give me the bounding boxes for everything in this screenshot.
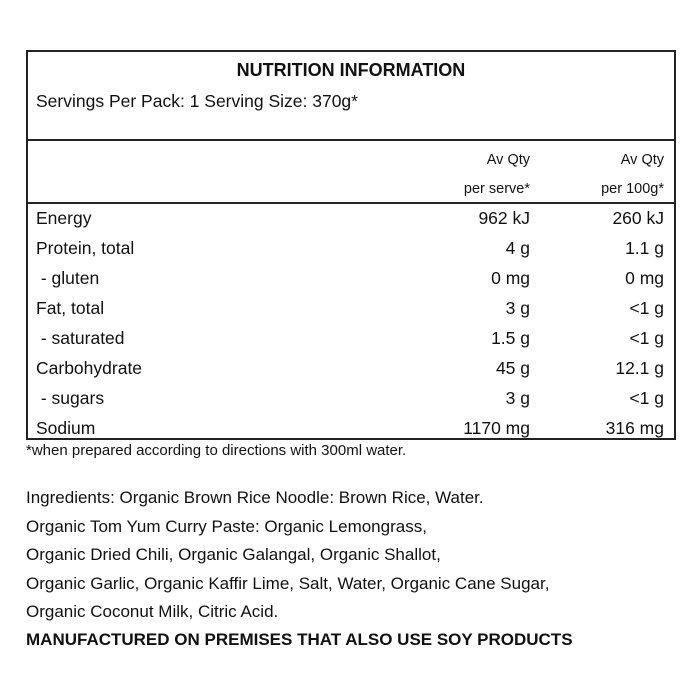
ingredients-line: Organic Garlic, Organic Kaffir Lime, Sal… (26, 574, 550, 593)
nutrient-label: - sugars (36, 388, 105, 408)
col-header-serve-2: per serve* (463, 181, 530, 197)
value-per-100g: <1 g (629, 328, 664, 348)
ingredients-line: Organic Dried Chili, Organic Galangal, O… (26, 545, 441, 564)
value-per-100g: 260 kJ (612, 208, 664, 228)
ingredients-line: Ingredients: Organic Brown Rice Noodle: … (26, 488, 484, 507)
nutrient-label: Sodium (36, 418, 96, 438)
value-per-100g: 316 mg (605, 418, 664, 438)
nutrition-panel: NUTRITION INFORMATION Servings Per Pack:… (26, 50, 676, 440)
col-header-100g-1: Av Qty (620, 152, 664, 168)
footnote: *when prepared according to directions w… (26, 442, 407, 459)
value-per-serve: 4 g (505, 238, 530, 258)
value-per-serve: 1.5 g (491, 328, 530, 348)
value-per-serve: 45 g (495, 358, 530, 378)
panel-title: NUTRITION INFORMATION (236, 60, 466, 80)
servings-info: Servings Per Pack: 1 Serving Size: 370g* (36, 91, 358, 111)
value-per-serve: 1170 mg (463, 418, 530, 438)
allergen-statement: MANUFACTURED ON PREMISES THAT ALSO USE S… (26, 630, 573, 649)
nutrient-label: - saturated (36, 328, 125, 348)
nutrient-label: Fat, total (36, 298, 105, 318)
ingredients-line: Organic Tom Yum Curry Paste: Organic Lem… (26, 517, 427, 536)
col-header-100g-2: per 100g* (601, 181, 664, 197)
value-per-serve: 3 g (505, 388, 530, 408)
value-per-100g: <1 g (629, 298, 664, 318)
value-per-serve: 0 mg (491, 268, 530, 288)
ingredients-line: Organic Coconut Milk, Citric Acid. (26, 602, 279, 621)
value-per-100g: 1.1 g (625, 238, 664, 258)
nutrient-label: Carbohydrate (36, 358, 143, 378)
value-per-100g: 12.1 g (615, 358, 664, 378)
value-per-serve: 3 g (505, 298, 530, 318)
divider (28, 139, 674, 141)
nutrient-label: - gluten (36, 268, 100, 288)
value-per-100g: 0 mg (625, 268, 664, 288)
value-per-serve: 962 kJ (478, 208, 530, 228)
col-header-serve-1: Av Qty (486, 152, 530, 168)
divider (28, 202, 674, 204)
nutrient-label: Protein, total (36, 238, 135, 258)
value-per-100g: <1 g (629, 388, 664, 408)
nutrient-label: Energy (36, 208, 92, 228)
